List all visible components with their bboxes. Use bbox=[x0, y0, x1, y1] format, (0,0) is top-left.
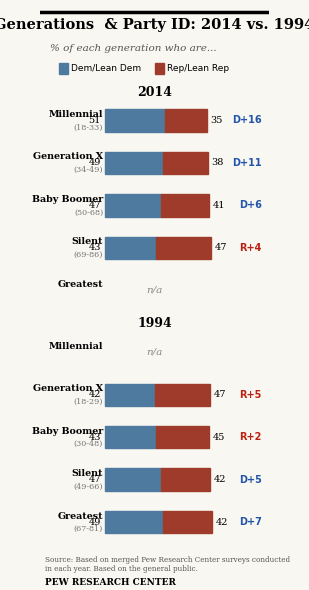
Text: 1994: 1994 bbox=[137, 317, 172, 330]
Text: 42: 42 bbox=[88, 390, 101, 399]
Text: PEW RESEARCH CENTER: PEW RESEARCH CENTER bbox=[45, 578, 176, 587]
Bar bbox=[105, 511, 163, 533]
Text: 41: 41 bbox=[212, 201, 225, 210]
Text: 43: 43 bbox=[88, 243, 101, 253]
Bar bbox=[105, 109, 165, 132]
Text: 42: 42 bbox=[216, 517, 228, 527]
Text: 47: 47 bbox=[214, 390, 226, 399]
Text: Generations  & Party ID: 2014 vs. 1994: Generations & Party ID: 2014 vs. 1994 bbox=[0, 18, 309, 32]
Text: n/a: n/a bbox=[146, 286, 163, 295]
Text: D+16: D+16 bbox=[232, 116, 262, 125]
Text: 42: 42 bbox=[214, 475, 226, 484]
Text: (67-81): (67-81) bbox=[74, 525, 103, 533]
Text: 2014: 2014 bbox=[137, 86, 172, 99]
Text: Silent: Silent bbox=[72, 237, 103, 247]
Text: (69-86): (69-86) bbox=[74, 251, 103, 259]
Bar bbox=[163, 511, 212, 533]
Text: D+5: D+5 bbox=[239, 475, 262, 484]
Text: R+2: R+2 bbox=[239, 432, 262, 442]
Text: Generation X: Generation X bbox=[33, 152, 103, 162]
Bar bbox=[163, 152, 208, 174]
Text: R+5: R+5 bbox=[239, 390, 262, 399]
Bar bbox=[105, 194, 161, 217]
Text: n/a: n/a bbox=[146, 348, 163, 357]
Text: Greatest: Greatest bbox=[57, 280, 103, 289]
Text: Silent: Silent bbox=[72, 469, 103, 478]
Bar bbox=[155, 384, 210, 406]
Text: Millennial: Millennial bbox=[49, 342, 103, 351]
Text: Baby Boomer: Baby Boomer bbox=[32, 195, 103, 204]
Text: 47: 47 bbox=[215, 243, 227, 253]
Bar bbox=[59, 63, 68, 74]
Bar bbox=[105, 468, 161, 491]
Text: Dem/Lean Dem: Dem/Lean Dem bbox=[71, 64, 141, 73]
Text: 51: 51 bbox=[88, 116, 101, 125]
Text: D+11: D+11 bbox=[232, 158, 262, 168]
Text: 49: 49 bbox=[88, 517, 101, 527]
Text: D+7: D+7 bbox=[239, 517, 262, 527]
Text: (18-29): (18-29) bbox=[74, 398, 103, 406]
Bar bbox=[156, 426, 209, 448]
Text: 45: 45 bbox=[212, 432, 225, 442]
Text: Baby Boomer: Baby Boomer bbox=[32, 427, 103, 436]
Text: 35: 35 bbox=[210, 116, 222, 125]
Bar bbox=[156, 237, 211, 259]
Text: (49-66): (49-66) bbox=[74, 483, 103, 491]
Text: Greatest: Greatest bbox=[57, 512, 103, 521]
Text: (18-33): (18-33) bbox=[74, 123, 103, 132]
Text: 47: 47 bbox=[88, 201, 101, 210]
Bar bbox=[105, 426, 156, 448]
Text: D+6: D+6 bbox=[239, 201, 262, 210]
Text: 38: 38 bbox=[211, 158, 223, 168]
Bar bbox=[161, 468, 210, 491]
Text: R+4: R+4 bbox=[239, 243, 262, 253]
Bar bbox=[154, 63, 164, 74]
Bar bbox=[161, 194, 209, 217]
Bar bbox=[165, 109, 206, 132]
Text: 49: 49 bbox=[88, 158, 101, 168]
Text: (30-48): (30-48) bbox=[74, 440, 103, 448]
Text: (50-68): (50-68) bbox=[74, 208, 103, 217]
Text: % of each generation who are...: % of each generation who are... bbox=[49, 44, 216, 53]
Text: Millennial: Millennial bbox=[49, 110, 103, 119]
Text: 43: 43 bbox=[88, 432, 101, 442]
Text: (34-49): (34-49) bbox=[74, 166, 103, 174]
Bar bbox=[105, 384, 155, 406]
Text: Generation X: Generation X bbox=[33, 384, 103, 394]
Bar bbox=[105, 152, 163, 174]
Text: Source: Based on merged Pew Research Center surveys conducted
in each year. Base: Source: Based on merged Pew Research Cen… bbox=[45, 556, 290, 573]
Text: Rep/Lean Rep: Rep/Lean Rep bbox=[167, 64, 229, 73]
Bar bbox=[105, 237, 156, 259]
Text: 47: 47 bbox=[88, 475, 101, 484]
